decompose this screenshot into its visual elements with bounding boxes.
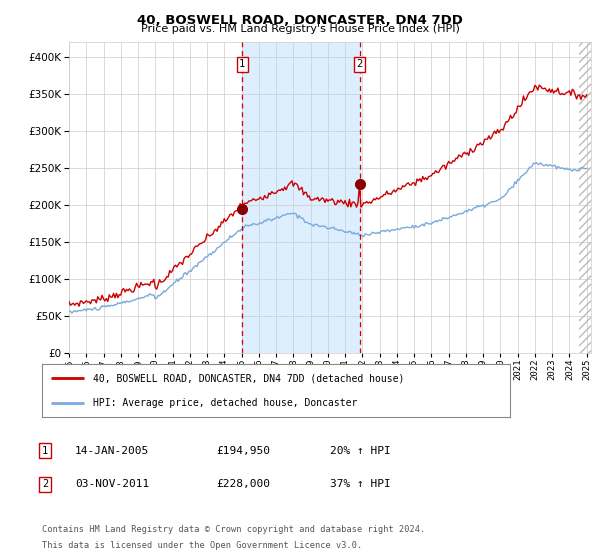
Text: 2: 2 bbox=[42, 479, 48, 489]
Text: £228,000: £228,000 bbox=[216, 479, 270, 489]
Text: Contains HM Land Registry data © Crown copyright and database right 2024.: Contains HM Land Registry data © Crown c… bbox=[42, 525, 425, 534]
Text: £194,950: £194,950 bbox=[216, 446, 270, 456]
Text: 37% ↑ HPI: 37% ↑ HPI bbox=[330, 479, 391, 489]
Bar bbox=[242, 42, 359, 353]
Text: Price paid vs. HM Land Registry's House Price Index (HPI): Price paid vs. HM Land Registry's House … bbox=[140, 24, 460, 34]
Text: This data is licensed under the Open Government Licence v3.0.: This data is licensed under the Open Gov… bbox=[42, 542, 362, 550]
Text: 03-NOV-2011: 03-NOV-2011 bbox=[75, 479, 149, 489]
Text: 1: 1 bbox=[239, 59, 245, 69]
Bar bbox=[580, 42, 592, 353]
Text: 14-JAN-2005: 14-JAN-2005 bbox=[75, 446, 149, 456]
Text: 20% ↑ HPI: 20% ↑ HPI bbox=[330, 446, 391, 456]
Text: 2: 2 bbox=[356, 59, 363, 69]
Text: 1: 1 bbox=[42, 446, 48, 456]
Text: HPI: Average price, detached house, Doncaster: HPI: Average price, detached house, Donc… bbox=[94, 398, 358, 408]
Text: 40, BOSWELL ROAD, DONCASTER, DN4 7DD: 40, BOSWELL ROAD, DONCASTER, DN4 7DD bbox=[137, 14, 463, 27]
Text: 40, BOSWELL ROAD, DONCASTER, DN4 7DD (detached house): 40, BOSWELL ROAD, DONCASTER, DN4 7DD (de… bbox=[94, 374, 405, 384]
